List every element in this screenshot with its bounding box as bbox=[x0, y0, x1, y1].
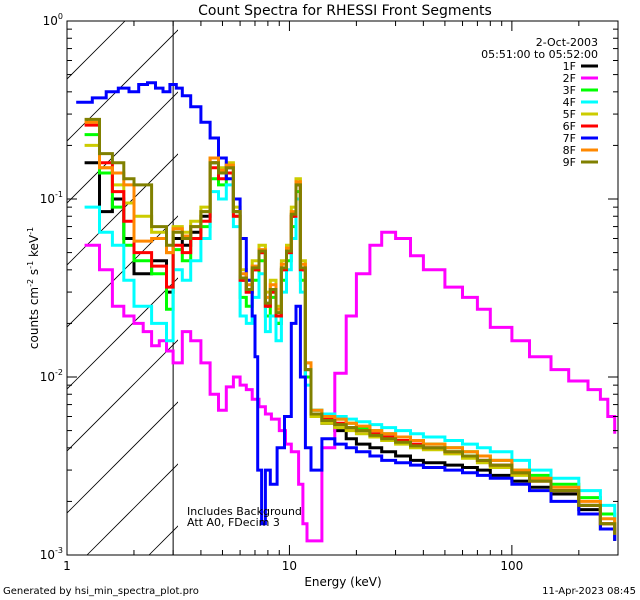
y-tick-label: 10-2 bbox=[40, 368, 63, 384]
x-tick-label: 10 bbox=[282, 559, 297, 573]
y-axis-label-mid: s bbox=[27, 269, 41, 279]
excluded-region bbox=[0, 0, 178, 555]
date-annotation: 2-Oct-2003 bbox=[536, 36, 598, 49]
axis-ticks bbox=[66, 20, 619, 556]
legend-label-9f: 9F bbox=[563, 156, 576, 169]
x-tick-label: 1 bbox=[63, 559, 71, 573]
hatch-line bbox=[67, 401, 178, 514]
legend-label-2f: 2F bbox=[563, 72, 576, 85]
attenuator-note: Att A0, FDecim 3 bbox=[187, 516, 280, 529]
legend-label-4f: 4F bbox=[563, 96, 576, 109]
footer-generated: Generated by hsi_min_spectra_plot.pro bbox=[3, 586, 199, 597]
background-note: Includes Background bbox=[187, 505, 302, 518]
y-axis-label: counts cm-2 s-1 keV-1 bbox=[26, 227, 41, 349]
legend-label-6f: 6F bbox=[563, 120, 576, 133]
axis-tick-labels: 1 10 100 100 10-1 10-2 10-3 bbox=[40, 12, 524, 573]
series-line-9f bbox=[84, 117, 617, 535]
series-line-2f bbox=[84, 230, 617, 543]
y-tick-label: 100 bbox=[43, 12, 63, 28]
y-tick-label: 10-3 bbox=[40, 546, 63, 562]
legend-label-5f: 5F bbox=[563, 108, 576, 121]
y-axis-label-tail: keV bbox=[27, 234, 41, 261]
legend-label-1f: 1F bbox=[563, 60, 576, 73]
y-axis-label-exp1: -2 bbox=[26, 279, 35, 287]
legend-label-3f: 3F bbox=[563, 84, 576, 97]
x-tick-label: 100 bbox=[500, 559, 523, 573]
series-line-1f bbox=[84, 161, 617, 541]
legend-label-8f: 8F bbox=[563, 144, 576, 157]
series-line-6f bbox=[84, 123, 617, 535]
time-range-annotation: 05:51:00 to 05:52:00 bbox=[481, 48, 598, 61]
x-axis-label: Energy (keV) bbox=[304, 575, 381, 589]
hatch-line bbox=[0, 0, 89, 555]
series-line-7f bbox=[76, 81, 617, 541]
hatch-line bbox=[67, 215, 178, 328]
y-axis-label-exp3: -1 bbox=[26, 227, 35, 235]
hatch-line bbox=[67, 277, 178, 390]
y-axis-label-exp2: -1 bbox=[26, 261, 35, 269]
hatch-line bbox=[0, 0, 27, 555]
y-axis-label-main: counts cm bbox=[27, 287, 41, 349]
series-lines bbox=[76, 81, 617, 543]
chart-title: Count Spectra for RHESSI Front Segments bbox=[198, 3, 492, 19]
plot-frame bbox=[66, 20, 619, 556]
legend-label-7f: 7F bbox=[563, 132, 576, 145]
series-line-4f bbox=[84, 183, 617, 519]
hatch-line bbox=[67, 21, 126, 80]
series-line-8f bbox=[84, 120, 617, 535]
y-tick-label: 10-1 bbox=[40, 190, 63, 206]
footer-timestamp: 11-Apr-2023 08:45 bbox=[542, 586, 636, 597]
